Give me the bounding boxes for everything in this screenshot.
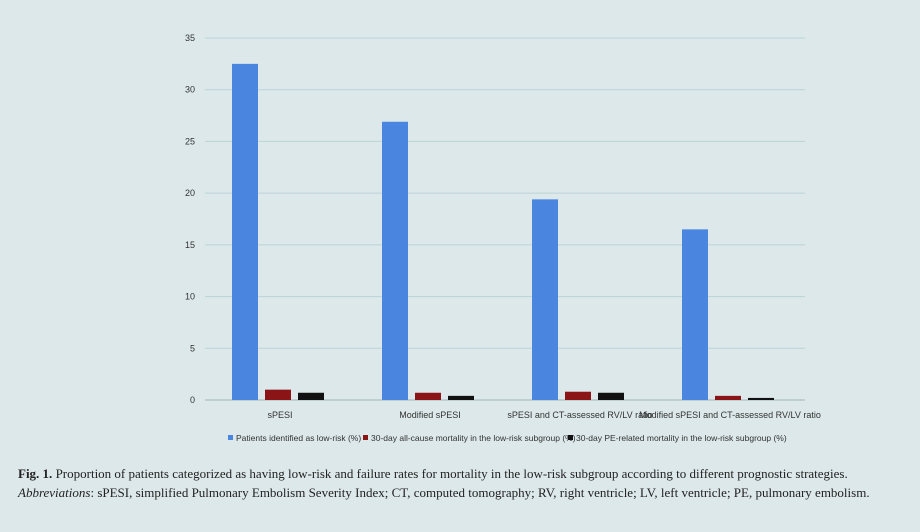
y-tick-label: 0 <box>190 395 195 405</box>
x-category-label: Modified sPESI <box>399 410 461 420</box>
y-axis-ticks: 0 5 10 15 20 25 30 35 <box>185 33 195 405</box>
y-tick-label: 30 <box>185 85 195 95</box>
figure-label: Fig. 1. <box>18 466 53 481</box>
legend-label: 30-day all-cause mortality in the low-ri… <box>371 433 576 443</box>
x-category-label: sPESI and CT-assessed RV/LV ratio <box>507 410 652 420</box>
legend-swatch <box>363 435 368 440</box>
bar <box>298 392 324 400</box>
bar <box>415 392 441 400</box>
abbreviations-text: : sPESI, simplified Pulmonary Embolism S… <box>90 485 870 500</box>
bar <box>532 199 558 400</box>
abbreviations-label: Abbreviations <box>18 485 91 500</box>
legend: Patients identified as low-risk (%) 30-da… <box>228 433 787 443</box>
gridlines <box>205 37 805 401</box>
x-category-label: Modified sPESI and CT-assessed RV/LV rat… <box>639 410 821 420</box>
bar <box>382 121 408 400</box>
bar <box>265 389 291 400</box>
y-tick-label: 5 <box>190 343 195 353</box>
x-axis-categories: sPESI Modified sPESI sPESI and CT-assessed… <box>267 410 820 420</box>
bar-chart: 0 5 10 15 20 25 30 35 sPESI Modified sPESI sPESI … <box>185 33 821 443</box>
bars <box>232 63 774 400</box>
y-tick-label: 20 <box>185 188 195 198</box>
bar <box>598 392 624 400</box>
y-tick-label: 10 <box>185 292 195 302</box>
figure-description: Proportion of patients categorized as ha… <box>52 466 848 481</box>
legend-swatch <box>568 435 573 440</box>
caption-line-2: Abbreviations: sPESI, simplified Pulmona… <box>18 483 914 502</box>
x-category-label: sPESI <box>267 410 292 420</box>
caption-line-1: Fig. 1. Proportion of patients categoriz… <box>18 464 914 483</box>
y-tick-label: 15 <box>185 240 195 250</box>
y-tick-label: 35 <box>185 33 195 43</box>
legend-label: 30-day PE-related mortality in the low-r… <box>576 433 787 443</box>
legend-label: Patients identified as low-risk (%) <box>236 433 361 443</box>
bar <box>748 397 774 400</box>
bar <box>682 229 708 400</box>
figure-caption: Fig. 1. Proportion of patients categoriz… <box>18 464 914 502</box>
bar <box>715 395 741 400</box>
bar <box>448 395 474 400</box>
bar <box>565 391 591 400</box>
bar <box>232 63 258 400</box>
y-tick-label: 25 <box>185 136 195 146</box>
legend-swatch <box>228 435 233 440</box>
